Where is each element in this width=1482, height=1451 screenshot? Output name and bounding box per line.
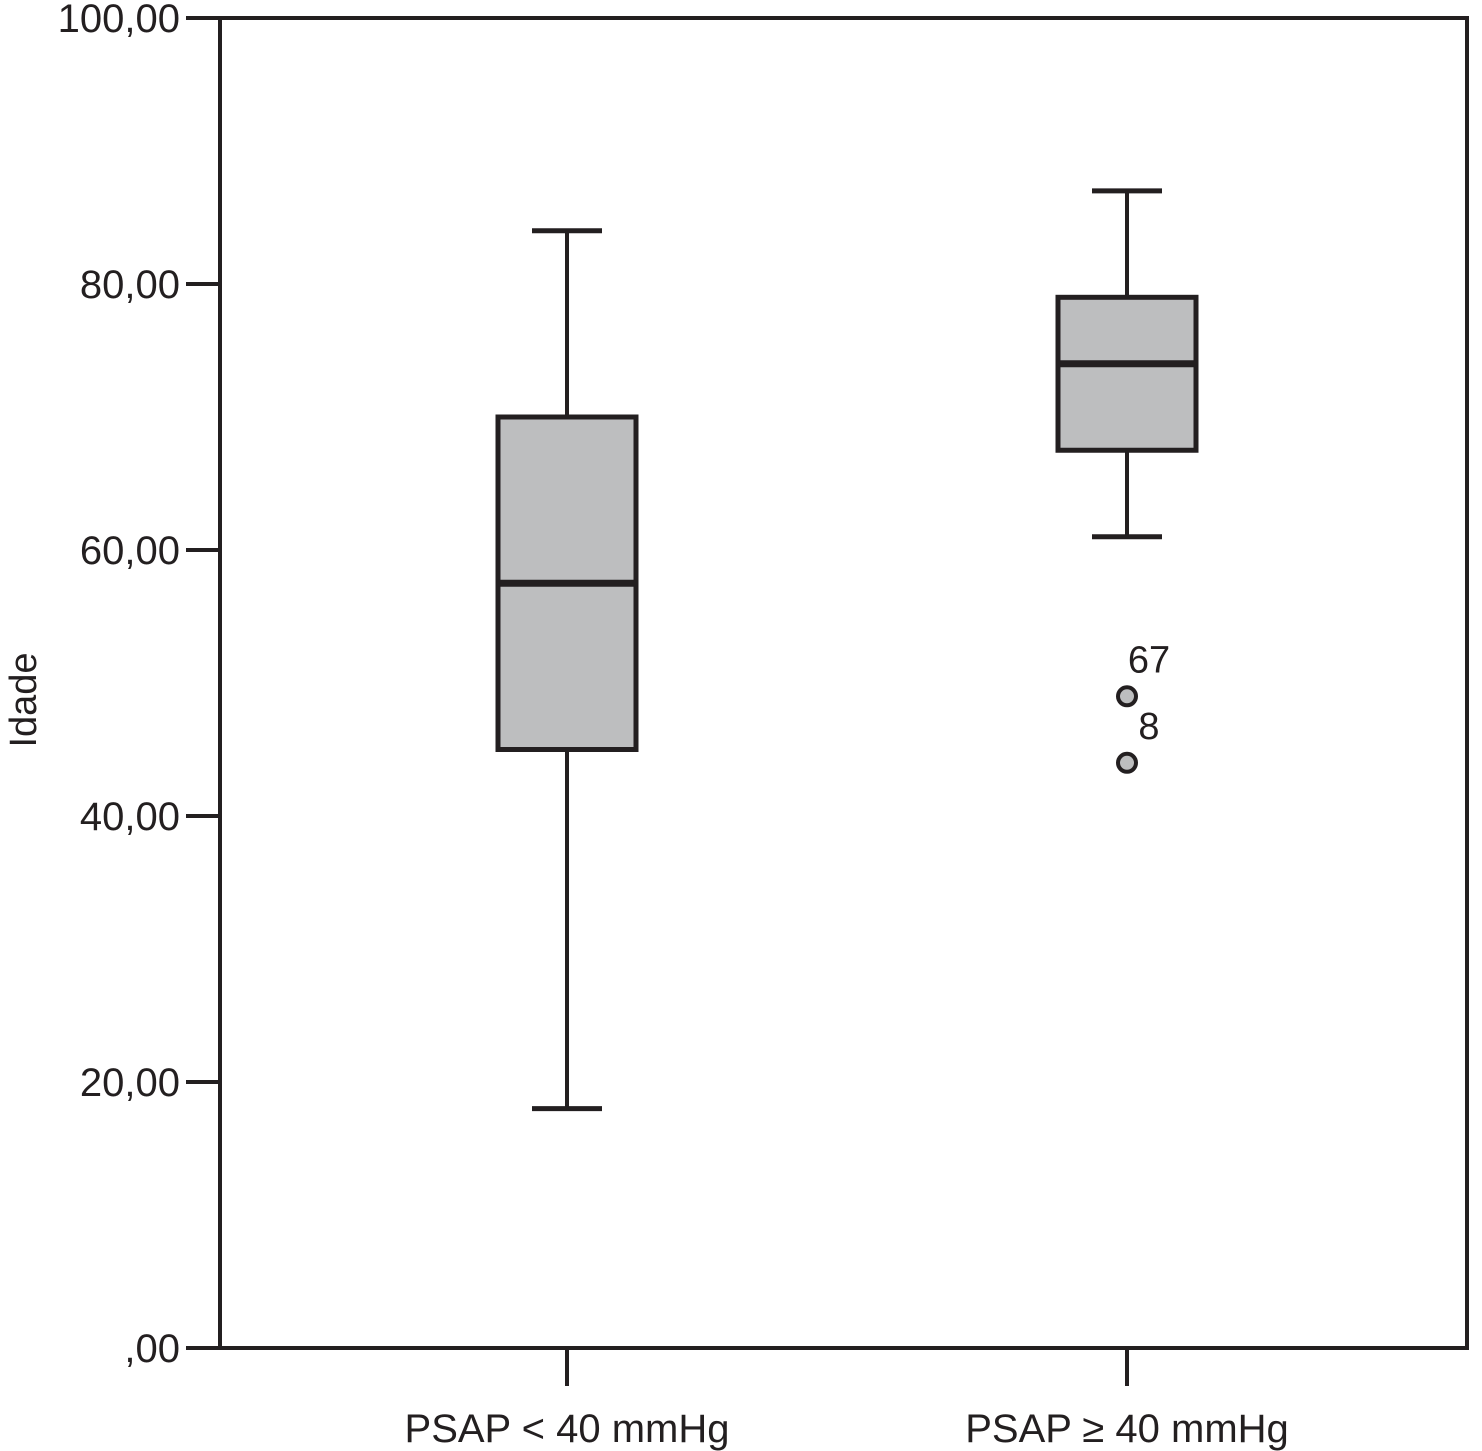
x-axis: PSAP < 40 mmHg PSAP ≥ 40 mmHg — [405, 1348, 1289, 1451]
box-group: 67 8 — [1055, 188, 1199, 774]
outlier-label: 67 — [1128, 639, 1170, 681]
y-tick-label: 40,00 — [80, 795, 180, 839]
y-tick-label: 100,00 — [58, 0, 180, 41]
x-category-label: PSAP < 40 mmHg — [405, 1407, 730, 1451]
x-category-label: PSAP ≥ 40 mmHg — [965, 1407, 1289, 1451]
outlier-point — [1116, 685, 1138, 708]
y-tick-label: 80,00 — [80, 263, 180, 307]
y-tick-label: 60,00 — [80, 529, 180, 573]
y-axis: ,00 20,00 40,00 60,00 80,00 100,00 — [58, 0, 220, 1371]
y-tick-label: 20,00 — [80, 1061, 180, 1105]
outlier-label: 8 — [1138, 706, 1159, 748]
y-axis-label: Idade — [3, 652, 45, 747]
iqr-box — [1055, 294, 1199, 453]
outlier-point — [1116, 751, 1138, 774]
box-group — [495, 228, 639, 1112]
y-tick-label: ,00 — [124, 1327, 180, 1371]
boxes: 67 8 — [495, 188, 1199, 1112]
plot-area — [218, 16, 1469, 1350]
